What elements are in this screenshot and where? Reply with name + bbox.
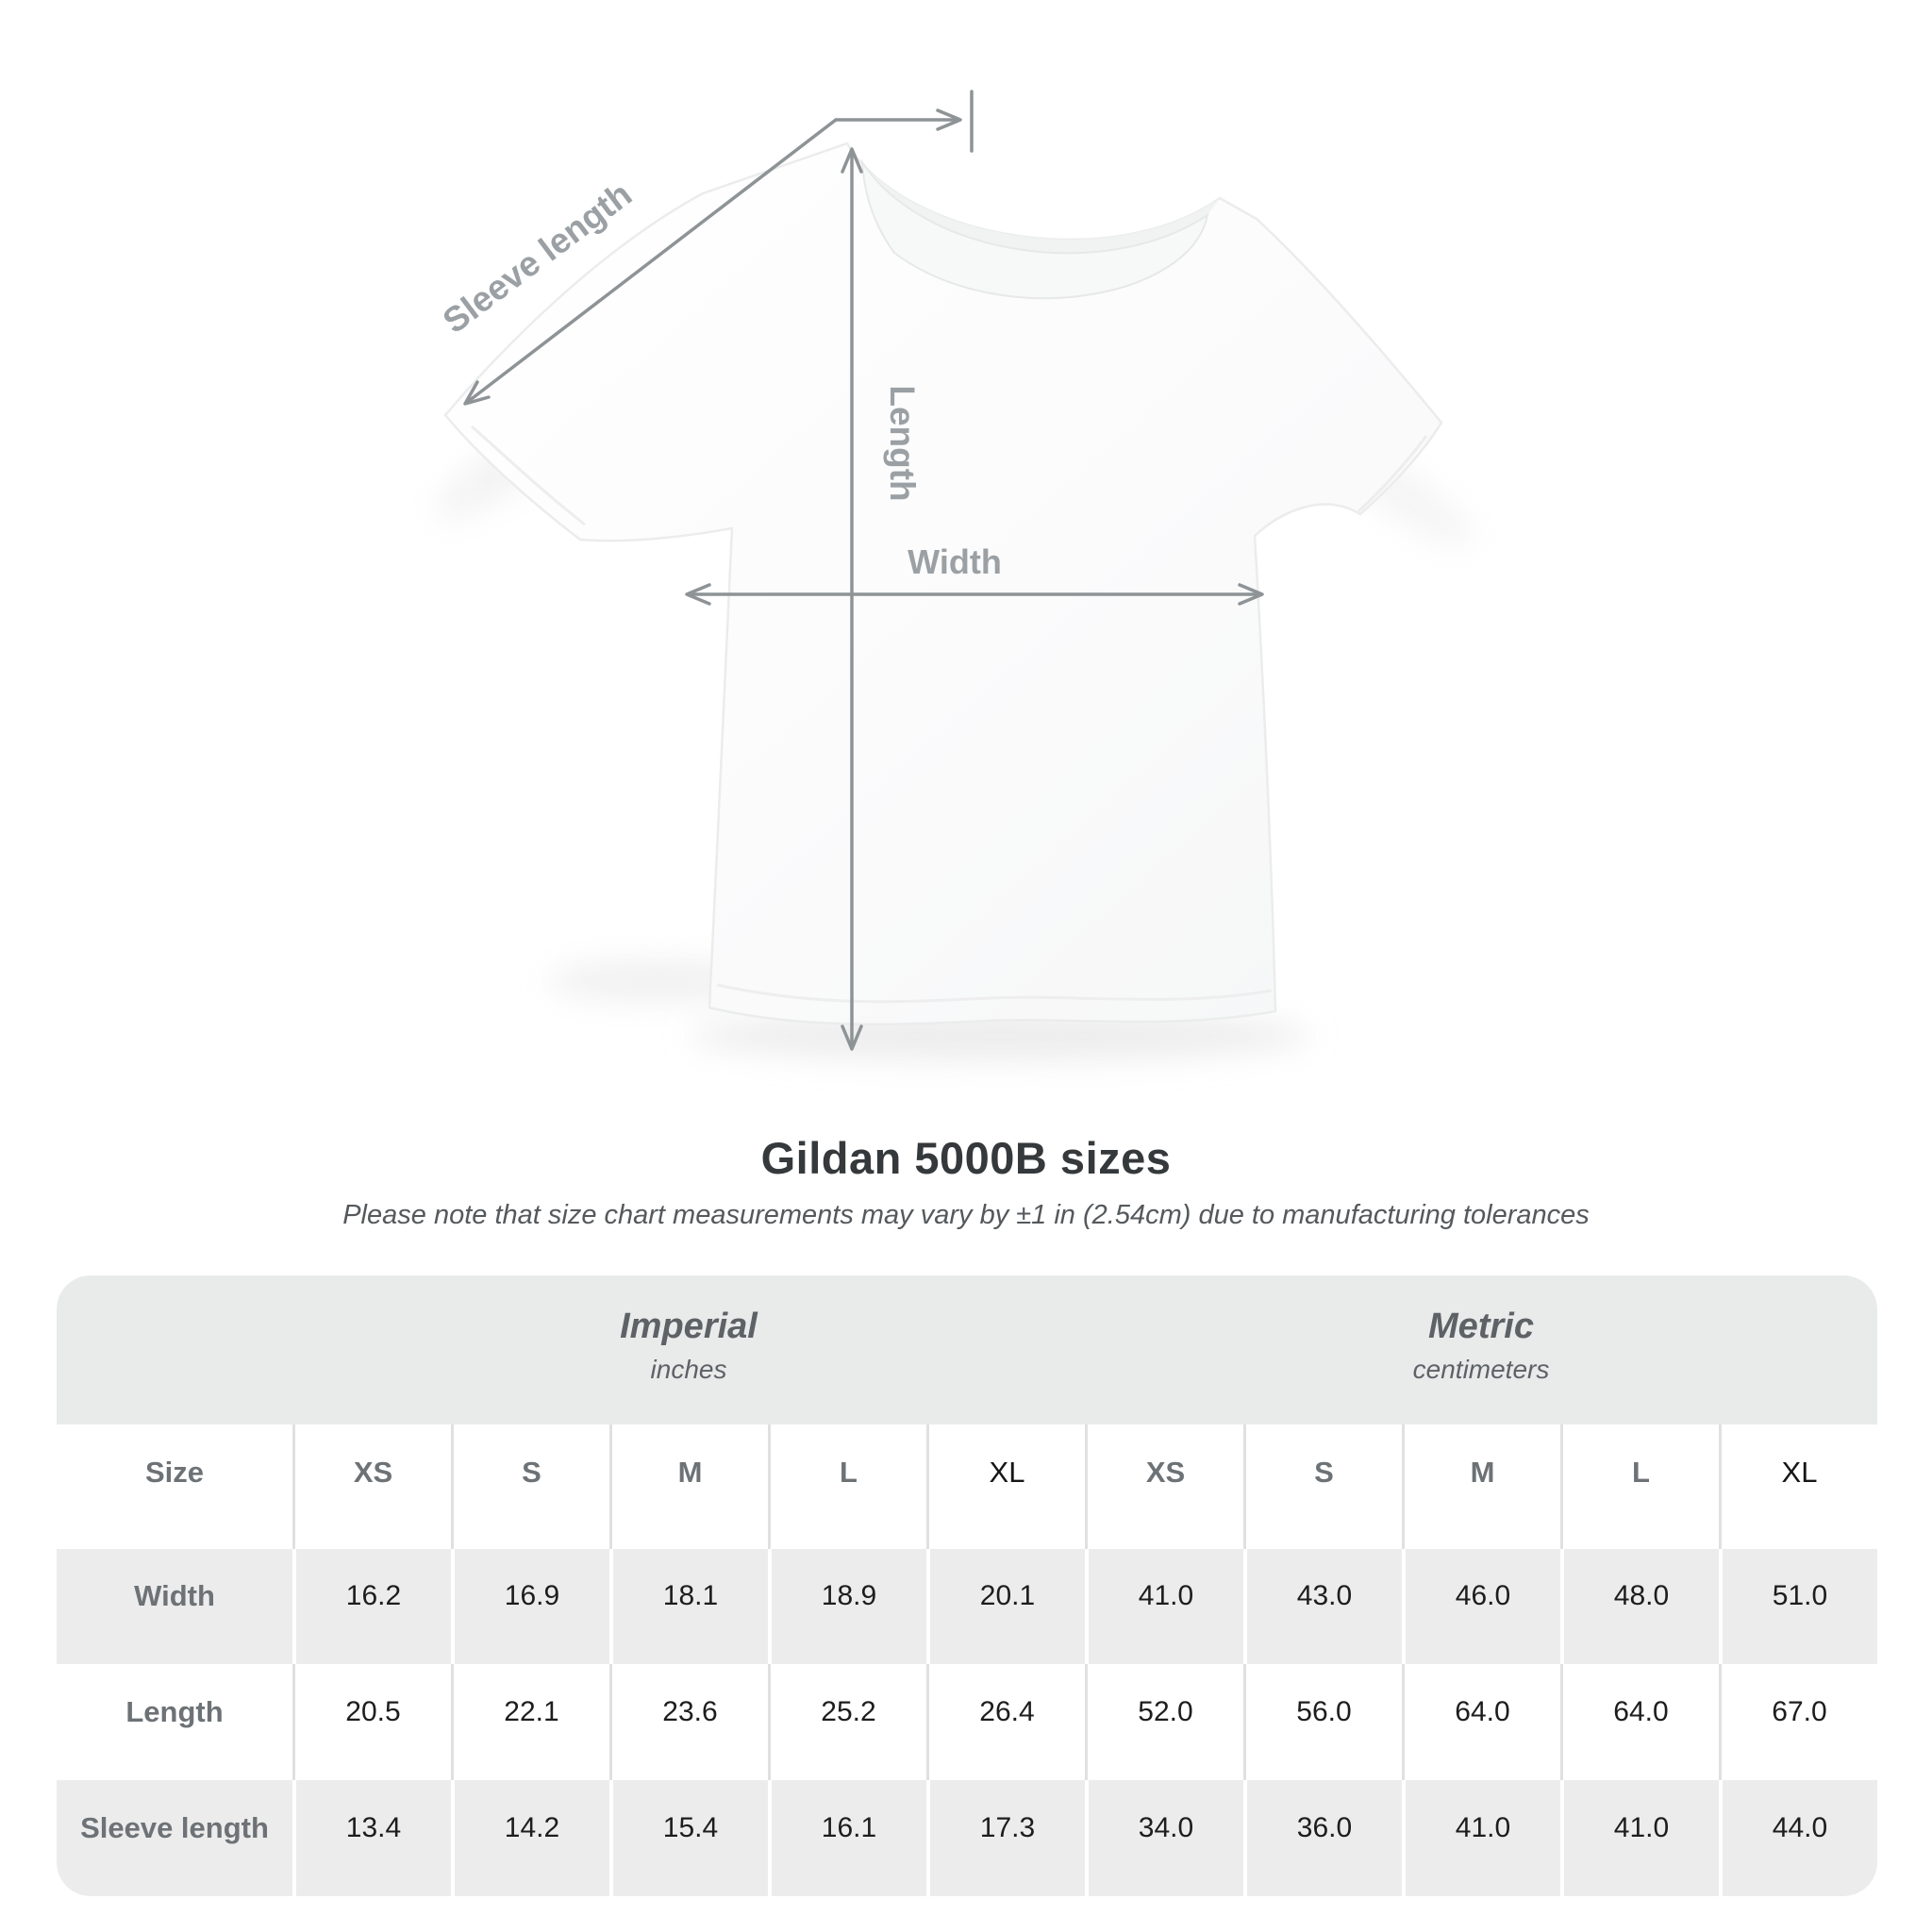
width-label: Width bbox=[908, 542, 1002, 581]
tshirt-measurement-diagram: Sleeve length Length Width bbox=[436, 90, 1475, 1060]
imperial-unit: inches bbox=[650, 1354, 727, 1384]
value-cell: 36.0 bbox=[1243, 1780, 1402, 1896]
tshirt-diagram-svg: Sleeve length Length Width bbox=[436, 90, 1475, 1060]
collar-opening bbox=[860, 158, 1209, 300]
value-cell: 20.5 bbox=[292, 1664, 451, 1780]
value-cell: 51.0 bbox=[1719, 1549, 1877, 1664]
size-header-row: Size XS S M L XL XS S M L XL bbox=[57, 1424, 1877, 1549]
value-cell: 56.0 bbox=[1243, 1664, 1402, 1780]
value-cell: 48.0 bbox=[1560, 1549, 1719, 1664]
size-header-xl-metric: XL bbox=[1719, 1424, 1877, 1549]
value-cell: 23.6 bbox=[609, 1664, 768, 1780]
tshirt-illustration bbox=[443, 142, 1443, 1025]
width-arrow bbox=[685, 583, 1264, 606]
value-cell: 15.4 bbox=[609, 1780, 768, 1896]
unit-header-imperial: Imperial inches bbox=[292, 1275, 1085, 1424]
metric-title: Metric bbox=[1428, 1306, 1534, 1346]
size-header-l-imperial: L bbox=[768, 1424, 926, 1549]
page-title: Gildan 5000B sizes bbox=[760, 1133, 1172, 1183]
value-cell: 44.0 bbox=[1719, 1780, 1877, 1896]
value-cell: 64.0 bbox=[1560, 1664, 1719, 1780]
value-cell: 52.0 bbox=[1085, 1664, 1243, 1780]
value-cell: 26.4 bbox=[926, 1664, 1085, 1780]
value-cell: 67.0 bbox=[1719, 1664, 1877, 1780]
sleeve-length-arrow bbox=[463, 90, 974, 406]
size-table: Imperial inches Metric centimeters Size … bbox=[57, 1275, 1877, 1896]
value-cell: 22.1 bbox=[451, 1664, 609, 1780]
value-cell: 18.1 bbox=[609, 1549, 768, 1664]
value-cell: 20.1 bbox=[926, 1549, 1085, 1664]
size-header-m-imperial: M bbox=[609, 1424, 768, 1549]
value-cell: 41.0 bbox=[1085, 1549, 1243, 1664]
size-header-s-imperial: S bbox=[451, 1424, 609, 1549]
table-row-length: Length 20.5 22.1 23.6 25.2 26.4 52.0 56.… bbox=[57, 1664, 1877, 1780]
value-cell: 16.9 bbox=[451, 1549, 609, 1664]
length-label: Length bbox=[883, 385, 922, 501]
value-cell: 13.4 bbox=[292, 1780, 451, 1896]
unit-header-band: Imperial inches Metric centimeters bbox=[57, 1275, 1877, 1424]
table-row-sleeve-length: Sleeve length 13.4 14.2 15.4 16.1 17.3 3… bbox=[57, 1780, 1877, 1896]
value-cell: 41.0 bbox=[1560, 1780, 1719, 1896]
value-cell: 25.2 bbox=[768, 1664, 926, 1780]
size-header-xs-metric: XS bbox=[1085, 1424, 1243, 1549]
unit-header-metric: Metric centimeters bbox=[1085, 1275, 1877, 1424]
value-cell: 16.1 bbox=[768, 1780, 926, 1896]
value-cell: 16.2 bbox=[292, 1549, 451, 1664]
table-row-width: Width 16.2 16.9 18.1 18.9 20.1 41.0 43.0… bbox=[57, 1549, 1877, 1664]
size-header-xs-imperial: XS bbox=[292, 1424, 451, 1549]
length-arrow bbox=[841, 147, 863, 1051]
value-cell: 43.0 bbox=[1243, 1549, 1402, 1664]
value-cell: 17.3 bbox=[926, 1780, 1085, 1896]
value-cell: 64.0 bbox=[1402, 1664, 1560, 1780]
value-cell: 46.0 bbox=[1402, 1549, 1560, 1664]
size-header-xl-imperial: XL bbox=[926, 1424, 1085, 1549]
size-header-s-metric: S bbox=[1243, 1424, 1402, 1549]
size-header-l-metric: L bbox=[1560, 1424, 1719, 1549]
size-header-m-metric: M bbox=[1402, 1424, 1560, 1549]
value-cell: 34.0 bbox=[1085, 1780, 1243, 1896]
row-label-sleeve-length: Sleeve length bbox=[80, 1810, 269, 1844]
imperial-title: Imperial bbox=[620, 1306, 758, 1346]
value-cell: 41.0 bbox=[1402, 1780, 1560, 1896]
tolerance-note: Please note that size chart measurements… bbox=[342, 1200, 1590, 1230]
value-cell: 14.2 bbox=[451, 1780, 609, 1896]
row-label-length: Length bbox=[125, 1694, 224, 1728]
size-col-header: Size bbox=[144, 1456, 205, 1489]
metric-unit: centimeters bbox=[1412, 1354, 1550, 1384]
row-label-width: Width bbox=[134, 1579, 215, 1612]
value-cell: 18.9 bbox=[768, 1549, 926, 1664]
